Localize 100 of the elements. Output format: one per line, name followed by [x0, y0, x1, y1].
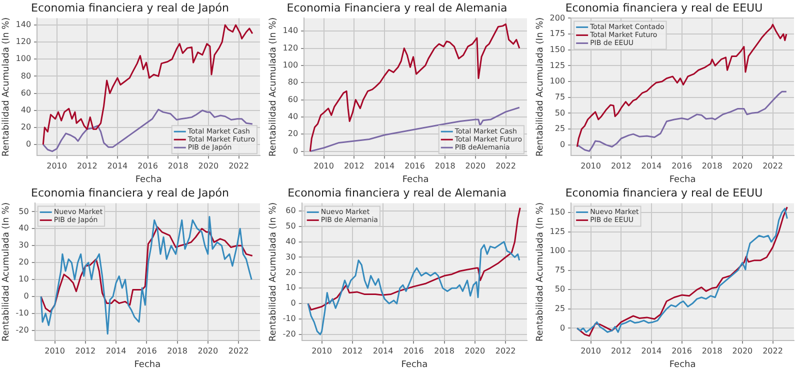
- x-tick-label: 2012: [610, 346, 632, 356]
- y-tick-label: 30: [18, 240, 29, 250]
- x-tick-label: 2016: [403, 346, 424, 356]
- x-tick-label: 2010: [580, 346, 601, 356]
- x-axis-title: Fecha: [669, 174, 696, 185]
- y-axis-title: Rentabilidad Acumulada (In %): [2, 17, 12, 156]
- chart-title: Economia financiera y real de Japón: [31, 186, 229, 200]
- x-tick-label: 2014: [107, 161, 128, 170]
- x-tick-label: 2012: [610, 161, 632, 170]
- x-tick-label: 2022: [496, 161, 516, 170]
- y-tick-label: 20: [288, 129, 298, 138]
- y-tick-label: 50: [18, 206, 29, 216]
- y-tick-label: 120: [282, 43, 298, 52]
- x-tick-label: 2012: [344, 161, 364, 170]
- y-tick-label: 125: [550, 226, 566, 236]
- y-axis-title: Rentabilidad Acumulada (In %): [268, 202, 279, 342]
- x-tick-label: 2020: [464, 346, 486, 356]
- x-tick-label: 2012: [75, 346, 96, 356]
- y-tick-label: 140: [16, 20, 32, 30]
- x-tick-label: 2022: [228, 346, 249, 356]
- chart-title: Economia financiera y real de Alemania: [288, 186, 506, 200]
- y-tick-label: 100: [282, 60, 298, 70]
- y-tick-label: 120: [16, 37, 32, 46]
- y-tick-label: 40: [18, 224, 29, 233]
- x-tick-label: 2022: [228, 161, 249, 170]
- x-tick-label: 2010: [580, 161, 601, 170]
- x-tick-label: 2022: [495, 346, 516, 356]
- y-tick-label: 125: [550, 60, 566, 70]
- y-tick-label: 100: [16, 54, 32, 64]
- chart-title: Economia financiera y real de EEUU: [565, 186, 763, 200]
- x-axis-title: Fecha: [669, 360, 696, 370]
- x-axis-title: Fecha: [401, 360, 428, 370]
- y-tick-label: 50: [286, 221, 296, 230]
- y-tick-label: 0: [290, 298, 296, 308]
- x-tick-label: 2012: [76, 161, 98, 170]
- x-tick-label: 2018: [434, 346, 454, 356]
- x-tick-label: 2014: [106, 346, 126, 356]
- x-axis-title: Fecha: [134, 360, 161, 370]
- x-tick-label: 2018: [702, 161, 722, 170]
- x-tick-label: 2014: [372, 346, 394, 356]
- y-tick-label: 30: [286, 252, 296, 262]
- y-tick-label: 150: [550, 44, 566, 54]
- y-tick-label: 100: [550, 76, 566, 86]
- y-tick-label: 25: [554, 124, 566, 134]
- y-tick-label: 20: [20, 122, 32, 132]
- y-tick-label: 20: [18, 258, 29, 267]
- y-tick-label: 0: [560, 323, 566, 332]
- x-tick-label: 2016: [672, 346, 692, 356]
- y-tick-label: 150: [550, 208, 566, 217]
- y-tick-label: -20: [16, 326, 29, 334]
- x-tick-label: 2010: [314, 161, 334, 170]
- x-tick-label: 2010: [46, 161, 67, 170]
- y-tick-label: 60: [20, 88, 32, 98]
- x-axis-title: Fecha: [135, 174, 162, 185]
- x-axis-title: Fecha: [402, 174, 429, 185]
- y-tick-label: -10: [16, 308, 29, 318]
- chart-title: Economia financiera y real de Japón: [31, 1, 229, 14]
- x-tick-label: 2018: [434, 161, 456, 170]
- y-tick-label: 20: [286, 268, 296, 277]
- y-tick-label: 0: [292, 146, 298, 156]
- y-axis-title: Rentabilidad Acumulada (In %): [536, 202, 546, 342]
- y-axis-title: Rentabilidad Acumulada (In %): [2, 202, 12, 342]
- y-tick-label: 25: [554, 304, 566, 314]
- x-tick-label: 2010: [44, 346, 65, 356]
- x-tick-label: 2016: [672, 161, 692, 170]
- y-tick-label: 60: [286, 206, 296, 215]
- x-tick-label: 2018: [702, 346, 722, 356]
- x-tick-label: 2018: [167, 346, 188, 356]
- x-tick-label: 2016: [136, 346, 157, 356]
- y-tick-label: 50: [554, 108, 566, 118]
- y-tick-label: 80: [288, 78, 298, 87]
- x-tick-label: 2010: [312, 346, 332, 356]
- y-tick-label: 40: [288, 112, 298, 122]
- y-tick-label: 75: [554, 265, 566, 274]
- x-tick-label: 2020: [198, 346, 218, 356]
- y-axis-title: Rentabilidad Acumulada (In %): [536, 17, 546, 156]
- y-tick-label: -10: [282, 314, 296, 324]
- y-tick-label: 40: [286, 236, 296, 246]
- x-tick-label: 2020: [732, 161, 753, 170]
- y-tick-label: 0: [560, 140, 566, 149]
- x-tick-label: 2016: [404, 161, 425, 170]
- y-tick-label: 200: [550, 13, 566, 22]
- y-tick-label: 75: [554, 92, 566, 102]
- y-tick-label: 80: [20, 71, 32, 80]
- x-tick-label: 2020: [465, 161, 486, 170]
- y-tick-label: 100: [550, 246, 566, 256]
- y-tick-label: 10: [18, 274, 29, 284]
- x-tick-label: 2014: [641, 346, 662, 356]
- y-tick-label: 10: [286, 283, 296, 292]
- x-tick-label: 2012: [342, 346, 363, 356]
- x-tick-label: 2018: [168, 161, 188, 170]
- chart-title: Economia financiera y real de EEUU: [565, 1, 763, 14]
- y-tick-label: 50: [554, 284, 566, 294]
- y-tick-label: 60: [288, 94, 298, 104]
- x-tick-label: 2016: [138, 161, 158, 170]
- x-tick-label: 2022: [762, 346, 783, 356]
- y-tick-label: -20: [282, 330, 296, 339]
- x-tick-label: 2014: [641, 161, 662, 170]
- y-tick-label: 140: [282, 26, 298, 36]
- y-axis-title: Rentabilidad Acumulada (In %): [268, 17, 279, 156]
